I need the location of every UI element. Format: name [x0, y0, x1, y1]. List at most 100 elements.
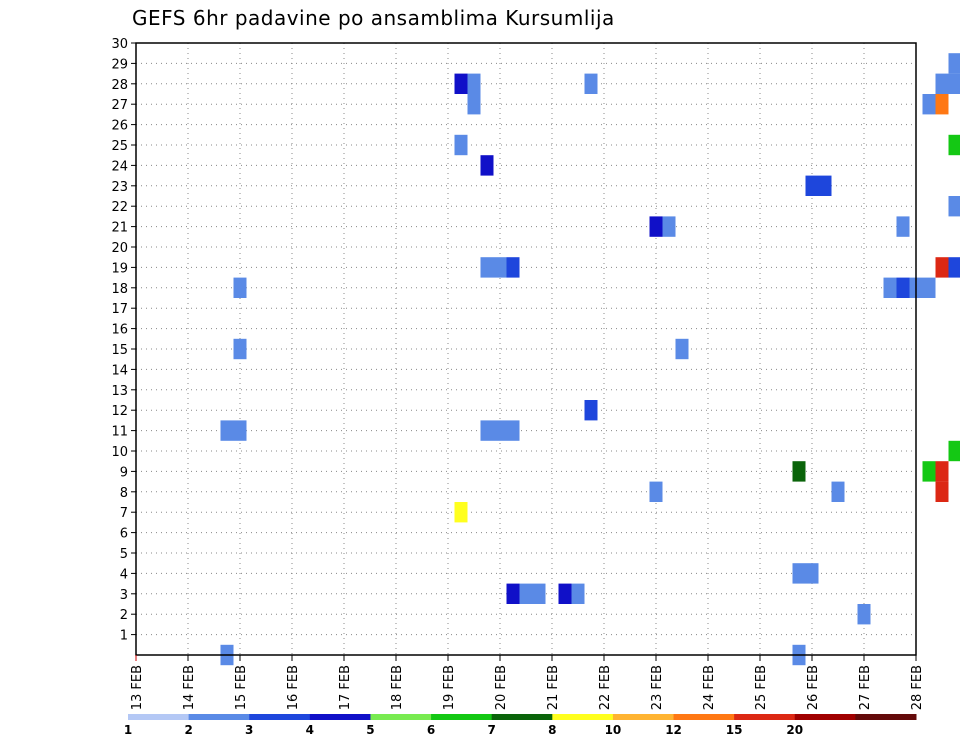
precip-cell: [883, 277, 897, 298]
y-tick-label: 29: [111, 57, 128, 72]
precip-cell: [805, 563, 819, 584]
y-tick-label: 25: [111, 139, 128, 154]
precip-cell: [948, 73, 960, 94]
precip-cell: [935, 73, 949, 94]
legend-label: 8: [548, 723, 556, 737]
precip-cell: [805, 175, 819, 196]
legend-label: 15: [726, 723, 743, 737]
x-tick-label: 28 FEB: [910, 665, 925, 710]
y-tick-label: 27: [111, 98, 128, 113]
legend-label: 12: [665, 723, 682, 737]
precip-cell: [792, 563, 806, 584]
legend-label: 2: [184, 723, 192, 737]
precip-cell: [922, 94, 936, 115]
y-tick-label: 16: [111, 323, 128, 338]
precip-cell: [506, 420, 520, 441]
precip-cell: [532, 583, 546, 604]
precip-cell: [649, 216, 663, 237]
legend-label: 6: [427, 723, 435, 737]
y-tick-label: 23: [111, 180, 128, 195]
precip-cell: [935, 94, 949, 115]
precip-cell: [584, 73, 598, 94]
y-tick-label: 8: [120, 486, 128, 501]
precip-cell: [935, 257, 949, 278]
x-tick-label: 17 FEB: [338, 665, 353, 710]
precip-cell: [857, 604, 871, 625]
precip-cell: [233, 338, 247, 360]
precip-cell: [519, 583, 533, 604]
legend-swatch: [128, 714, 190, 720]
precip-cell: [818, 175, 832, 196]
y-tick-label: 12: [111, 404, 128, 419]
y-tick-label: 11: [111, 425, 128, 440]
y-tick-label: 9: [120, 465, 128, 480]
y-axis: 1234567891011121314151617181920212223242…: [111, 37, 136, 644]
x-tick-label: 23 FEB: [650, 665, 665, 710]
legend-swatch: [431, 714, 493, 720]
precip-cell: [948, 134, 960, 156]
legend-swatch: [188, 714, 250, 720]
legend-label: 20: [786, 723, 803, 737]
legend-swatch: [249, 714, 311, 720]
precip-cell: [233, 277, 247, 298]
precip-cell: [571, 583, 585, 604]
y-tick-label: 7: [120, 506, 128, 521]
y-tick-label: 24: [111, 159, 128, 174]
cells-layer: [220, 53, 960, 666]
precip-cell: [922, 277, 936, 298]
y-tick-label: 4: [120, 567, 128, 582]
precip-cell: [220, 420, 234, 441]
legend-swatch: [309, 714, 371, 720]
precip-cell: [558, 583, 572, 604]
legend-label: 4: [306, 723, 314, 737]
y-tick-label: 17: [111, 302, 128, 317]
y-tick-label: 26: [111, 119, 128, 134]
precip-cell: [662, 216, 676, 237]
precip-cell: [896, 277, 910, 298]
x-tick-label: 25 FEB: [754, 665, 769, 710]
legend-label: 7: [488, 723, 496, 737]
x-tick-label: 24 FEB: [702, 665, 717, 710]
y-tick-label: 18: [111, 282, 128, 297]
x-tick-label: 26 FEB: [806, 665, 821, 710]
y-tick-label: 21: [111, 221, 128, 236]
precip-cell: [454, 502, 468, 523]
x-tick-label: 19 FEB: [442, 665, 457, 710]
precip-cell: [922, 461, 936, 482]
precip-cell: [480, 155, 494, 176]
x-tick-label: 16 FEB: [286, 665, 301, 710]
x-tick-label: 14 FEB: [182, 665, 197, 710]
precip-cell: [454, 73, 468, 94]
y-tick-label: 30: [111, 37, 128, 52]
legend-swatch: [794, 714, 856, 720]
x-tick-label: 15 FEB: [234, 665, 249, 710]
precip-cell: [948, 440, 960, 462]
precip-cell: [792, 461, 806, 482]
legend-label: 5: [366, 723, 374, 737]
y-tick-label: 6: [120, 527, 128, 542]
y-tick-label: 20: [111, 241, 128, 256]
legend-swatch: [855, 714, 917, 720]
precip-cell: [584, 400, 598, 421]
y-tick-label: 22: [111, 200, 128, 215]
precip-cell: [896, 216, 910, 237]
precip-cell: [454, 134, 468, 156]
x-tick-label: 18 FEB: [390, 665, 405, 710]
precip-cell: [948, 196, 960, 217]
precip-cell: [480, 257, 494, 278]
legend-swatch: [491, 714, 553, 720]
y-tick-label: 14: [111, 363, 128, 378]
precip-cell: [493, 257, 507, 278]
x-tick-label: 22 FEB: [598, 665, 613, 710]
precip-cell: [948, 257, 960, 278]
legend-label: 3: [245, 723, 253, 737]
color-legend: 1 2 3 4 5 6 7 8 10 12 15 20: [124, 714, 917, 737]
precip-cell: [935, 461, 949, 482]
legend-swatch: [552, 714, 614, 720]
y-tick-label: 5: [120, 547, 128, 562]
legend-swatch: [734, 714, 796, 720]
legend-label: 10: [605, 723, 622, 737]
precip-cell: [233, 420, 247, 441]
precip-cell: [467, 73, 481, 94]
